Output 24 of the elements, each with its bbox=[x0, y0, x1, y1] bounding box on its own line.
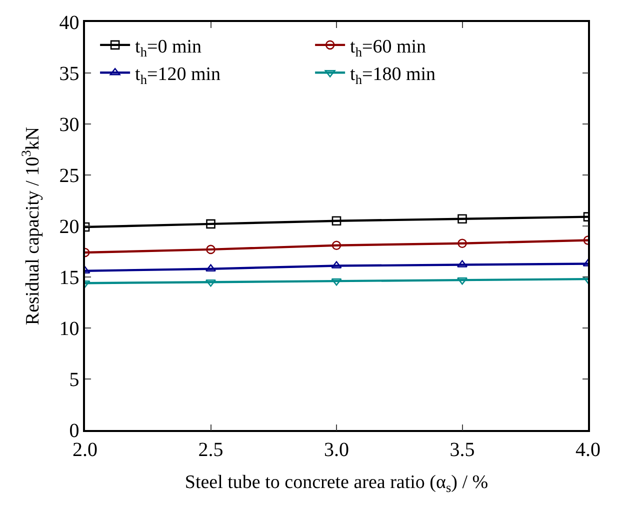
point bbox=[206, 244, 216, 254]
point bbox=[332, 240, 342, 250]
y-tick-label: 20 bbox=[59, 216, 80, 238]
x-tick-label: 3.0 bbox=[324, 438, 349, 461]
point bbox=[206, 219, 216, 229]
x-tick-label: 4.0 bbox=[576, 438, 600, 461]
point bbox=[458, 214, 467, 224]
point bbox=[332, 216, 342, 226]
y-tick-label: 25 bbox=[59, 165, 80, 187]
x-axis-title: Steel tube to concrete area ratio (α$_{s}$) / % bbox=[184, 472, 488, 496]
y-tick-label: 5 bbox=[69, 369, 80, 391]
legend-label: t$_{h}$=120 min bbox=[135, 64, 222, 88]
legend-label: t$_{h}$=60 min bbox=[350, 36, 427, 60]
y-tick-label: 30 bbox=[59, 114, 80, 136]
legend-label: t$_{h}$=180 min bbox=[350, 64, 436, 88]
y-tick-label: 40 bbox=[59, 12, 80, 34]
y-tick-label: 10 bbox=[59, 318, 80, 340]
point bbox=[331, 278, 342, 286]
y-tick-label: 35 bbox=[59, 63, 80, 85]
x-tick-label: 3.5 bbox=[450, 438, 475, 461]
y-tick-label: 15 bbox=[59, 267, 80, 289]
legend-label: t$_{h}$=0 min bbox=[135, 36, 202, 60]
x-tick-label: 2.5 bbox=[198, 438, 224, 461]
point bbox=[458, 238, 467, 248]
